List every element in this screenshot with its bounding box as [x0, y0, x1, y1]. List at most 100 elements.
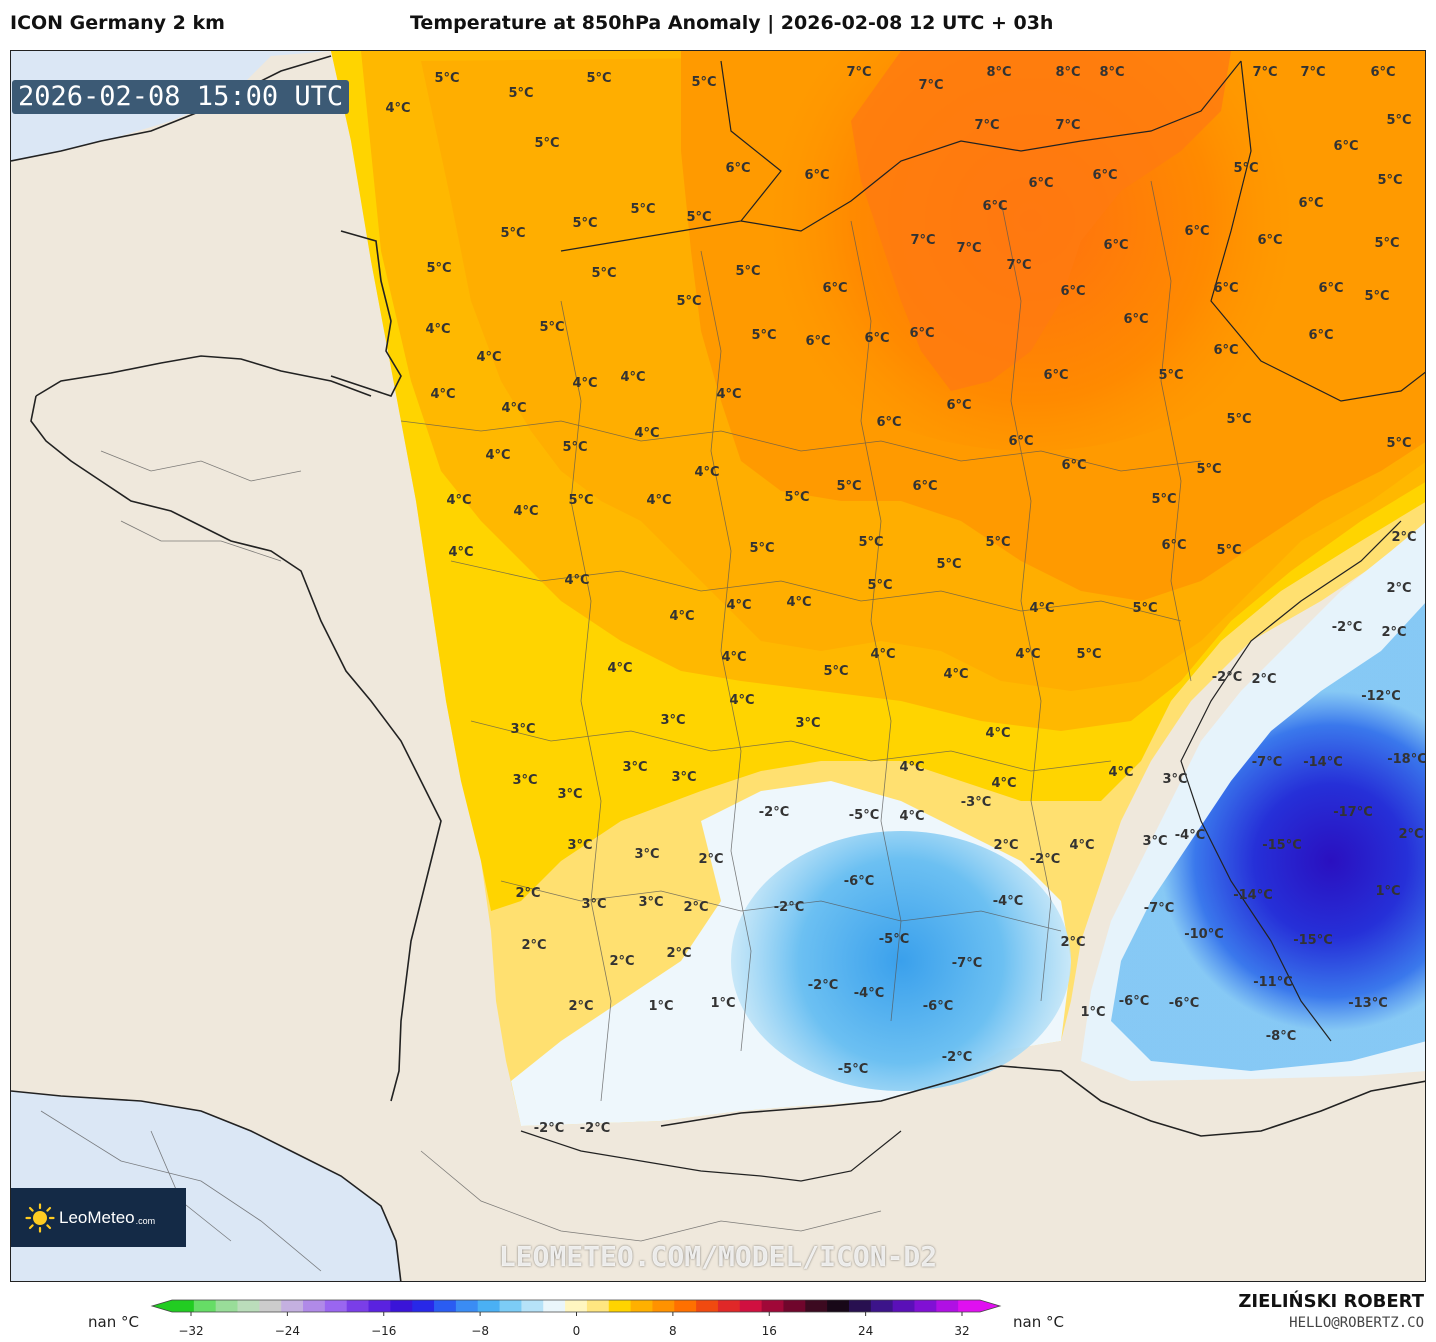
temperature-label: 5°C [1076, 647, 1101, 662]
temperature-label: 7°C [1252, 65, 1277, 80]
colorbar-segment [368, 1300, 391, 1312]
temperature-label: 3°C [634, 847, 659, 862]
temperature-label: 5°C [784, 490, 809, 505]
colorbar-segment [455, 1300, 479, 1312]
temperature-label: 4°C [564, 573, 589, 588]
temperature-label: 4°C [620, 370, 645, 385]
temperature-label: 5°C [568, 493, 593, 508]
colorbar-segment [848, 1300, 872, 1312]
map-title: Temperature at 850hPa Anomaly | 2026-02-… [410, 12, 1054, 34]
temperature-label: 6°C [1184, 224, 1209, 239]
temperature-label: 6°C [876, 415, 901, 430]
temperature-label: 1°C [710, 996, 735, 1011]
temperature-label: 5°C [630, 202, 655, 217]
colorbar-segment [565, 1300, 588, 1312]
temperature-label: 4°C [1029, 601, 1054, 616]
temperature-label: -15°C [1293, 933, 1333, 948]
temperature-label: 4°C [669, 609, 694, 624]
temperature-label: -6°C [1119, 994, 1149, 1009]
temperature-label: -18°C [1387, 752, 1426, 767]
temperature-label: 4°C [991, 776, 1016, 791]
temperature-label: -6°C [923, 999, 953, 1014]
sun-icon [25, 1202, 55, 1233]
logo-suffix: .com [135, 1215, 156, 1226]
temperature-label: 4°C [634, 426, 659, 441]
temperature-label: 4°C [607, 661, 632, 676]
temperature-label: 5°C [1132, 601, 1157, 616]
temperature-label: 6°C [1028, 176, 1053, 191]
temperature-label: 6°C [1213, 281, 1238, 296]
temperature-label: 5°C [823, 664, 848, 679]
colorbar-segment [958, 1300, 981, 1312]
temperature-label: 6°C [1008, 434, 1033, 449]
colorbar-max-extend [980, 1300, 1000, 1312]
temperature-label: 4°C [899, 809, 924, 824]
temperature-label: 6°C [864, 331, 889, 346]
temperature-label: 3°C [512, 773, 537, 788]
temperature-label: 6°C [1333, 139, 1358, 154]
temperature-label: 2°C [521, 938, 546, 953]
temperature-label: 5°C [1233, 161, 1258, 176]
temperature-label: 5°C [1386, 113, 1411, 128]
temperature-label: -4°C [993, 894, 1023, 909]
colorbar-segment [717, 1300, 741, 1312]
temperature-label: 5°C [426, 261, 451, 276]
temperature-label: 6°C [1318, 281, 1343, 296]
colorbar-segment [892, 1300, 915, 1312]
temperature-label: 5°C [1216, 543, 1241, 558]
temperature-label: 1°C [648, 999, 673, 1014]
temperature-label: 7°C [1006, 258, 1031, 273]
temperature-label: 5°C [562, 440, 587, 455]
temperature-label: 4°C [786, 595, 811, 610]
map-canvas[interactable]: 5°C 5°C 5°C 7°C 7°C 8°C 8°C 8°C 7°C 7°C 6°C 4°C 5°C 7… [10, 50, 1426, 1282]
temperature-label: -3°C [961, 795, 991, 810]
colorbar-segment [827, 1300, 850, 1312]
temperature-label: 4°C [485, 448, 510, 463]
colorbar-segment [390, 1300, 413, 1312]
temperature-label: 5°C [1374, 236, 1399, 251]
colorbar-tick-label: −16 [371, 1324, 396, 1338]
colorbar-segment [630, 1300, 653, 1312]
leometeo-logo[interactable]: LeoMeteo .com [11, 1188, 186, 1247]
temperature-label: 2°C [1398, 827, 1423, 842]
temperature-label: 8°C [1055, 65, 1080, 80]
temperature-label: 4°C [446, 493, 471, 508]
colorbar-segment [281, 1300, 304, 1312]
anomaly-map: 5°C 5°C 5°C 7°C 7°C 8°C 8°C 8°C 7°C 7°C 6°C 4°C 5°C 7… [11, 51, 1426, 1281]
temperature-label: 2°C [1060, 935, 1085, 950]
temperature-label: 2°C [666, 946, 691, 961]
temperature-label: 4°C [448, 545, 473, 560]
colorbar-tick-label: −24 [275, 1324, 300, 1338]
temperature-label: 4°C [985, 726, 1010, 741]
temperature-label: 6°C [725, 161, 750, 176]
temperature-label: 6°C [1213, 343, 1238, 358]
colorbar-nan-right: nan °C [1013, 1313, 1064, 1331]
boundaries [11, 55, 1425, 1281]
temperature-label: 7°C [918, 78, 943, 93]
temperature-label: 5°C [434, 71, 459, 86]
temperature-label: 4°C [899, 760, 924, 775]
temperature-label: 6°C [804, 168, 829, 183]
temperature-label: 4°C [646, 493, 671, 508]
temperature-label: 7°C [846, 65, 871, 80]
logo-brand: LeoMeteo [59, 1207, 135, 1227]
temperature-label: 5°C [1151, 492, 1176, 507]
temperature-label: 3°C [660, 713, 685, 728]
colorbar-tick-label: 32 [954, 1324, 969, 1338]
temperature-label: 6°C [1043, 368, 1068, 383]
temperature-label: 4°C [943, 667, 968, 682]
colorbar-scale: −32 −24 −16 −8 0 8 16 24 32 [150, 1299, 1002, 1338]
colorbar-tick-label: −8 [471, 1324, 489, 1338]
colorbar-segment [412, 1300, 435, 1312]
colorbar-segment [870, 1300, 894, 1312]
temperature-label: 1°C [1375, 884, 1400, 899]
temperature-label: 6°C [912, 479, 937, 494]
temperature-label: 7°C [1300, 65, 1325, 80]
temperature-label: 5°C [735, 264, 760, 279]
colorbar-segment [237, 1300, 260, 1312]
temperature-label: 1°C [1080, 1005, 1105, 1020]
temperature-label: 4°C [385, 101, 410, 116]
temperature-label: 3°C [622, 760, 647, 775]
temperature-label: 6°C [982, 199, 1007, 214]
colorbar-tick-label: −32 [178, 1324, 203, 1338]
